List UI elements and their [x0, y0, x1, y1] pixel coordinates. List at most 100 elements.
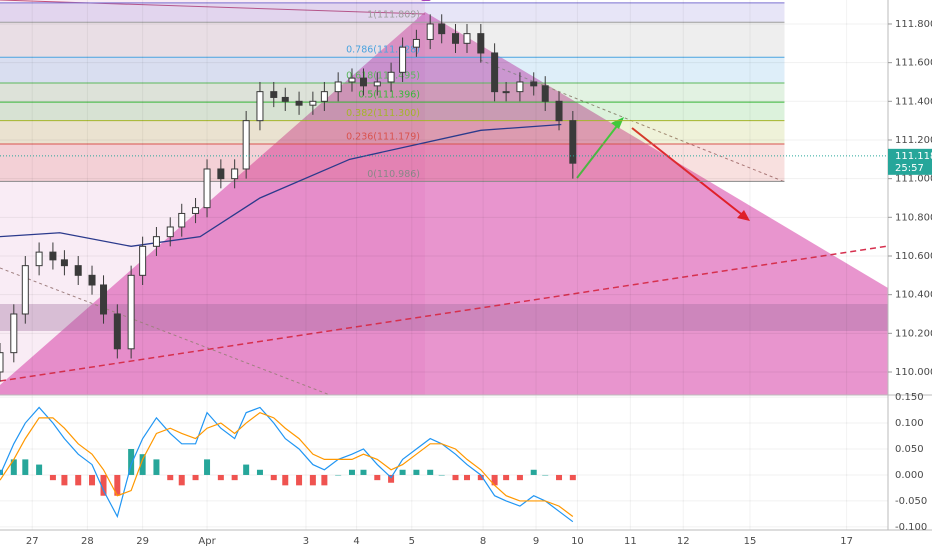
fib-marker-box	[421, 0, 431, 1]
fib-label: 0.5(111.396)	[358, 90, 420, 101]
candle-body	[399, 46, 407, 73]
candle-body	[477, 33, 485, 54]
y-tick-label: 110.200	[895, 328, 932, 339]
macd-histogram-bar	[10, 459, 17, 475]
macd-histogram-bar	[243, 464, 250, 475]
candle-body	[203, 168, 211, 209]
y-tick-label: 111.800	[895, 19, 932, 30]
y-tick-label: 111.400	[895, 96, 932, 107]
candle-body	[530, 81, 538, 87]
candle-body	[270, 91, 278, 98]
y-tick-label: -0.100	[895, 522, 927, 533]
candle-body	[438, 23, 446, 35]
macd-histogram-bar	[192, 474, 199, 481]
macd-histogram-bar	[270, 474, 277, 481]
macd-histogram-bar	[204, 459, 211, 475]
x-tick-label: 28	[81, 536, 94, 547]
fib-label: 1.13(111.909)	[352, 0, 420, 1]
trend-line	[0, 267, 331, 396]
candle-body	[10, 313, 18, 354]
moving-average	[0, 123, 562, 247]
macd-histogram-bar	[282, 474, 289, 486]
macd-histogram-bar	[100, 474, 107, 496]
candle-body	[502, 91, 510, 94]
candle-body	[491, 52, 499, 93]
macd-histogram-bar	[438, 474, 445, 476]
fib-label: 1(111.809)	[367, 10, 420, 21]
candle-body	[555, 100, 563, 122]
y-tick-label: 111.000	[895, 174, 932, 185]
macd-histogram-bar	[309, 474, 316, 486]
macd-histogram-bar	[477, 474, 484, 481]
candle-body	[541, 85, 549, 102]
candle-body	[256, 91, 264, 122]
x-tick-label: 27	[26, 536, 39, 547]
macd-histogram-bar	[89, 474, 96, 486]
macd-histogram-bar	[516, 474, 523, 481]
triangle-pattern	[0, 12, 888, 395]
candle-body	[334, 81, 342, 93]
y-tick-label: 110.000	[895, 367, 932, 378]
macd-histogram-bar	[374, 474, 381, 481]
candle-body	[348, 77, 356, 83]
candle-body	[0, 352, 4, 373]
candle-body	[127, 274, 135, 350]
x-tick-label: 8	[480, 536, 486, 547]
x-tick-label: 29	[136, 536, 149, 547]
candle-body	[373, 81, 381, 87]
macd-histogram-bar	[360, 469, 367, 475]
signal-line	[0, 411, 574, 517]
macd-histogram-bar	[49, 474, 56, 481]
candle-body	[217, 168, 225, 180]
macd-line	[0, 406, 574, 523]
macd-histogram-bar	[256, 469, 263, 475]
macd-histogram-bar	[569, 474, 576, 481]
y-tick-label: 110.800	[895, 212, 932, 223]
macd-histogram-bar	[503, 474, 510, 481]
candle-body	[152, 236, 160, 247]
macd-histogram-bar	[464, 474, 471, 481]
fib-label: 0(110.986)	[367, 169, 420, 180]
macd-histogram-bar	[75, 474, 82, 486]
fib-label: 0.786(111.628)	[346, 45, 420, 56]
fib-band	[0, 22, 785, 58]
macd-histogram-bar	[388, 474, 395, 483]
x-tick-label: 12	[677, 536, 690, 547]
y-tick-label: 0.050	[895, 444, 924, 455]
macd-histogram-bar	[491, 474, 498, 486]
candle-body	[281, 96, 289, 102]
macd-histogram-bar	[348, 469, 355, 475]
fib-label: 0.382(111.300)	[346, 108, 420, 119]
candle-body	[49, 251, 57, 261]
candle-body	[359, 77, 367, 87]
y-tick-label: -0.050	[895, 496, 927, 507]
candle-body	[426, 23, 434, 40]
macd-histogram-bar	[22, 459, 29, 475]
arrow-head	[611, 117, 624, 129]
candle-body	[231, 168, 239, 180]
y-tick-label: 0.150	[895, 392, 924, 403]
fib-band	[0, 120, 785, 145]
zone	[0, 304, 888, 331]
y-tick-label: 0.000	[895, 470, 924, 481]
macd-histogram-bar	[217, 474, 224, 481]
macd-histogram-bar	[61, 474, 68, 486]
candle-body	[166, 226, 174, 238]
x-tick-label: 9	[533, 536, 539, 547]
fib-band	[0, 82, 785, 103]
candle-body	[60, 259, 68, 267]
y-tick-label: 111.200	[895, 135, 932, 146]
candle-body	[74, 265, 82, 276]
x-tick-label: 10	[571, 536, 584, 547]
macd-histogram-bar	[114, 474, 121, 496]
y-tick-label: 111.600	[895, 58, 932, 69]
macd-histogram-bar	[335, 474, 342, 476]
countdown: 25:57	[895, 163, 924, 174]
candle-body	[516, 81, 524, 93]
arrow	[631, 127, 746, 218]
macd-histogram-bar	[36, 464, 43, 475]
candle-body	[387, 71, 395, 83]
candle-body	[35, 251, 43, 267]
candle-body	[242, 120, 250, 170]
